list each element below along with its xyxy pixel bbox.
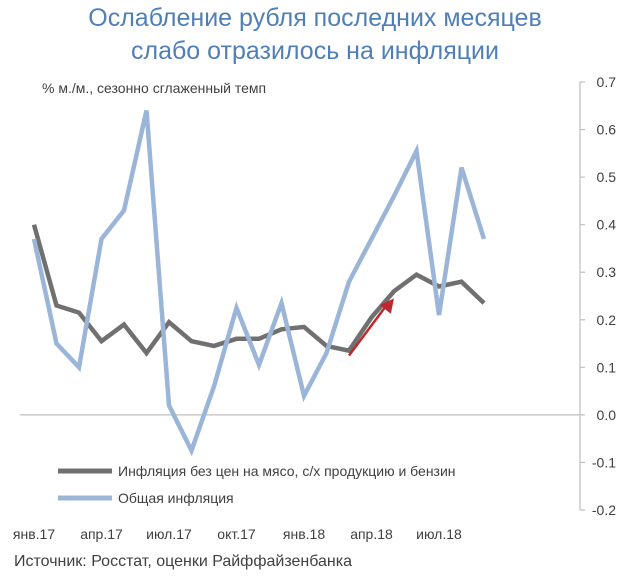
x-tick-label: янв.17 (13, 526, 55, 542)
y-tick-label: 0.7 (597, 74, 617, 90)
y-tick-label: -0.1 (592, 454, 616, 470)
chart-title-line-2: слабо отразилось на инфляции (131, 37, 499, 65)
y-tick-label: 0.6 (597, 122, 617, 138)
x-tick-label: апр.18 (350, 526, 393, 542)
chart-title: Ослабление рубля последних месяцев слабо… (0, 2, 630, 68)
arrow-shaft (347, 302, 390, 357)
series-line-headline-inflation (31, 110, 487, 457)
y-tick-label: -0.2 (592, 502, 616, 518)
y-tick-label: 0.0 (597, 407, 617, 423)
arrow-head (379, 298, 394, 314)
x-tick-label: янв.18 (283, 526, 325, 542)
chart-title-line-1: Ослабление рубля последних месяцев (88, 4, 542, 32)
source-note: Источник: Росстат, оценки Райффайзенбанк… (14, 553, 353, 570)
x-tick-label: июл.18 (416, 526, 462, 542)
y-axis-units-label: % м./м., сезонно сглаженный темп (42, 80, 267, 96)
legend-label-core-inflation: Инфляция без цен на мясо, с/х продукцию … (118, 463, 456, 479)
legend-label-headline-inflation: Общая инфляция (118, 490, 234, 506)
x-tick-label: апр.17 (80, 526, 123, 542)
y-tick-label: 0.1 (597, 359, 617, 375)
y-tick-label: 0.5 (597, 169, 617, 185)
x-tick-label: окт.17 (217, 526, 256, 542)
x-tick-label: июл.17 (146, 526, 192, 542)
y-tick-label: 0.3 (597, 264, 617, 280)
y-tick-label: 0.4 (597, 217, 617, 233)
y-tick-label: 0.2 (597, 312, 617, 328)
